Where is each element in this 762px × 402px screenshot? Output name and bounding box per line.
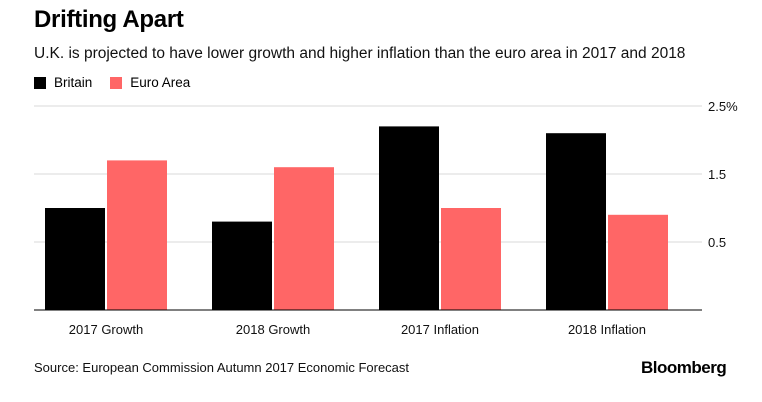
y-tick-label: 0.5 [708, 235, 726, 250]
legend-item-euro-area: Euro Area [110, 75, 190, 90]
legend-label-euro-area: Euro Area [130, 75, 191, 90]
legend-item-britain: Britain [34, 75, 92, 90]
x-category-label: 2017 Growth [69, 322, 143, 337]
bar-britain [546, 133, 606, 310]
bar-euro-area [274, 167, 334, 310]
x-category-label: 2018 Growth [236, 322, 310, 337]
x-category-label: 2018 Inflation [568, 322, 646, 337]
legend-swatch-euro-area [110, 76, 123, 89]
bar-euro-area [608, 214, 668, 310]
y-tick-label: 2.5% [708, 99, 738, 114]
chart-title: Drifting Apart [34, 6, 184, 33]
source-note: Source: European Commission Autumn 2017 … [34, 360, 410, 375]
bar-euro-area [441, 208, 501, 310]
bar-britain [379, 126, 439, 311]
x-category-label: 2017 Inflation [401, 322, 479, 337]
legend: Britain Euro Area [34, 75, 208, 90]
legend-swatch-britain [34, 76, 46, 89]
y-tick-label: 1.5 [708, 167, 726, 182]
chart-subtitle: U.K. is projected to have lower growth a… [34, 45, 686, 62]
bloomberg-logo: Bloomberg [641, 358, 727, 377]
bar-britain [45, 208, 105, 310]
bar-britain [212, 221, 272, 310]
legend-label-britain: Britain [54, 75, 93, 90]
bar-euro-area [107, 160, 167, 310]
